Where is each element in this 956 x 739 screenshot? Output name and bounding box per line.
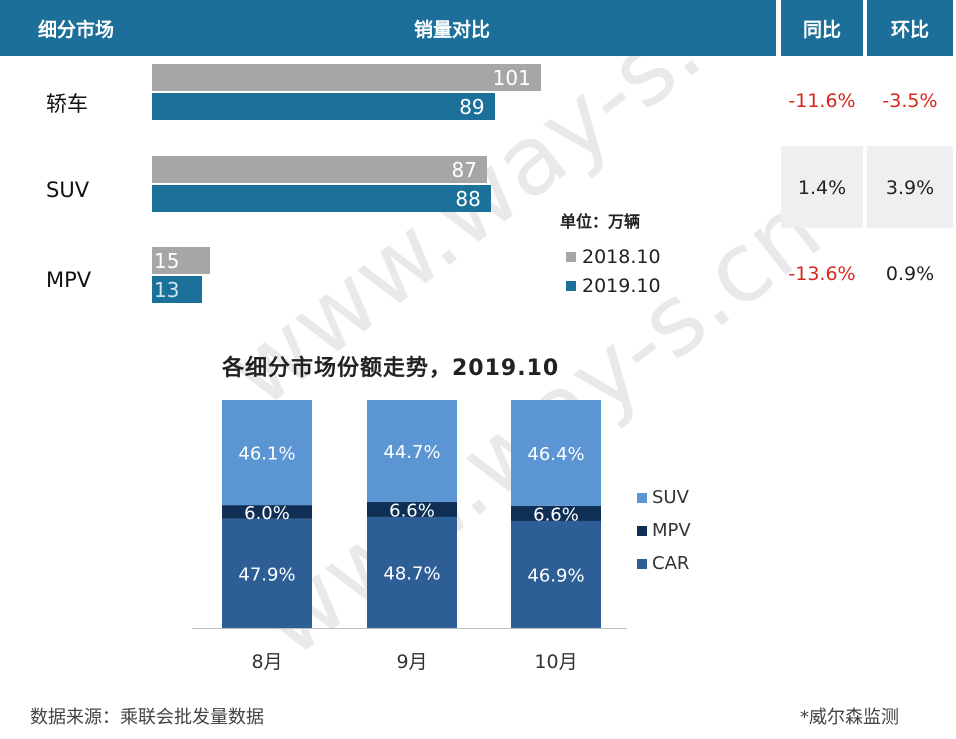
segment-label-suv: SUV — [46, 178, 90, 202]
header-segment: 细分市场 — [38, 18, 115, 41]
bar-suv-2018: 87 — [152, 156, 487, 183]
header-sales: 销量对比 — [414, 18, 491, 41]
bar-car-2019: 89 — [152, 93, 495, 120]
bar-suv-2019-value: 88 — [455, 186, 481, 211]
header-bar-main: 细分市场 销量对比 — [0, 0, 776, 56]
legend-label-suv: SUV — [652, 487, 690, 508]
x-tick-2: 9月 — [396, 651, 427, 673]
label-mpv-1: 6.0% — [244, 503, 290, 524]
bar-mpv-2018: 15 — [152, 247, 210, 274]
legend-label-car: CAR — [652, 553, 689, 574]
label-suv-1: 46.1% — [238, 444, 295, 465]
header-mom-label: 环比 — [890, 18, 929, 41]
x-tick-3: 10月 — [534, 651, 577, 673]
legend-swatch-mpv — [637, 526, 647, 536]
mpv-yoy: -13.6% — [788, 263, 856, 285]
suv-mom-cell — [867, 146, 953, 228]
bar-car-1 — [222, 518, 312, 628]
legend-2018-label: 2018.10 — [582, 246, 661, 268]
label-car-1: 47.9% — [238, 564, 295, 585]
label-car-2: 48.7% — [383, 563, 440, 584]
suv-mom: 3.9% — [885, 177, 935, 199]
suv-yoy: 1.4% — [797, 177, 847, 199]
legend-2018: 2018.10 — [566, 246, 661, 268]
stacked-share-chart: 47.9% 6.0% 46.1% 8月 48.7% 6.6% 44.7% 9月 46.9% 6.6… — [192, 400, 691, 673]
bar-suv-2 — [367, 400, 457, 502]
bar-car-3 — [511, 520, 601, 628]
credit-note: *威尔森监测 — [800, 707, 899, 728]
label-suv-2: 44.7% — [383, 442, 440, 463]
x-tick-1: 8月 — [251, 651, 282, 673]
bar-car-2018: 101 — [152, 64, 541, 91]
label-car-3: 46.9% — [527, 565, 584, 586]
segment-label-mpv: MPV — [46, 268, 92, 292]
unit-label: 单位：万辆 — [560, 212, 641, 231]
legend-swatch-car — [637, 559, 647, 569]
bar-car-2018-value: 101 — [492, 65, 531, 90]
bar-car-2 — [367, 516, 457, 628]
bar-suv-2018-value: 87 — [451, 157, 477, 182]
segment-label-car: 轿车 — [46, 92, 88, 116]
legend-2019: 2019.10 — [566, 275, 661, 297]
suv-yoy-cell — [781, 146, 863, 228]
chart-title: 各细分市场份额走势，2019.10 — [222, 356, 560, 381]
bar-car-2019-value: 89 — [459, 94, 485, 119]
legend-2018-swatch — [566, 252, 576, 262]
legend-2019-swatch — [566, 281, 576, 291]
header-mom: 环比 — [867, 0, 953, 56]
header-yoy-label: 同比 — [802, 18, 841, 41]
bar-mpv-2018-value: 15 — [154, 248, 180, 273]
bar-suv-1 — [222, 400, 312, 506]
mpv-mom: 0.9% — [885, 263, 935, 285]
car-mom: -3.5% — [882, 90, 938, 112]
legend-2019-label: 2019.10 — [582, 275, 661, 297]
bar-mpv-1 — [222, 505, 312, 519]
label-mpv-3: 6.6% — [533, 504, 579, 525]
header-yoy: 同比 — [781, 0, 863, 56]
legend-swatch-suv — [637, 493, 647, 503]
legend-label-mpv: MPV — [652, 520, 691, 541]
label-mpv-2: 6.6% — [389, 500, 435, 521]
car-yoy: -11.6% — [788, 90, 856, 112]
bar-suv-2019: 88 — [152, 185, 491, 212]
bar-suv-3 — [511, 400, 601, 506]
bar-mpv-2 — [367, 501, 457, 517]
bar-mpv-3 — [511, 505, 601, 521]
label-suv-3: 46.4% — [527, 444, 584, 465]
bar-mpv-2019: 13 — [152, 276, 203, 303]
source-note: 数据来源：乘联会批发量数据 — [30, 707, 264, 728]
bar-mpv-2019-value: 13 — [154, 277, 180, 302]
